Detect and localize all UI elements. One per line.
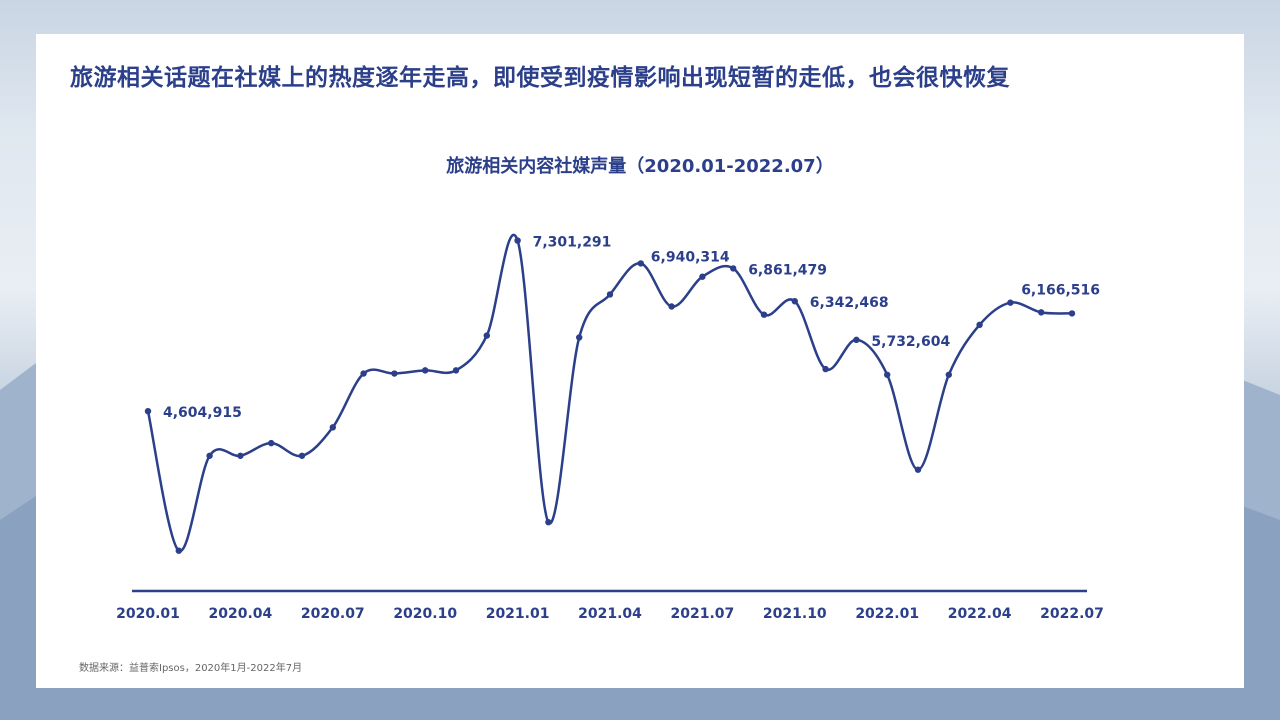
content-panel: 旅游相关话题在社媒上的热度逐年走高，即使受到疫情影响出现短暂的走低，也会很快恢复… (36, 34, 1244, 688)
x-tick-label: 2022.01 (855, 606, 919, 622)
data-point (884, 371, 891, 378)
data-point (945, 371, 952, 378)
data-point (237, 452, 244, 459)
x-tick-label: 2020.04 (209, 606, 273, 622)
data-point (1038, 309, 1045, 316)
data-point (175, 547, 182, 554)
data-point (1068, 310, 1076, 317)
data-point (545, 519, 552, 526)
data-point (976, 321, 983, 329)
source-note: 数据来源：益普索Ipsos，2020年1月-2022年7月 (79, 663, 303, 674)
data-label: 7,301,291 (533, 235, 612, 251)
data-point (360, 370, 367, 377)
x-tick-labels: 2020.01 2020.04 2020.07 2020.10 2021.01 2021.… (116, 606, 1104, 622)
line-chart: 2020.01 2020.04 2020.07 2020.10 2021.01 2021.… (116, 233, 1104, 622)
data-point (760, 311, 768, 318)
data-point (576, 334, 583, 341)
data-point (268, 439, 275, 447)
data-label: 6,166,516 (1021, 282, 1100, 298)
x-tick-label: 2021.01 (486, 606, 550, 622)
data-point (206, 452, 213, 459)
data-point (144, 407, 152, 415)
data-point (329, 424, 336, 431)
chart-title: 旅游相关内容社媒声量（2020.01-2022.07） (446, 156, 834, 177)
data-point (791, 298, 798, 305)
x-tick-label: 2022.04 (948, 606, 1012, 622)
series-line (146, 233, 1074, 552)
data-point (730, 265, 737, 272)
x-tick-label: 2020.07 (301, 606, 365, 622)
data-point (822, 365, 829, 373)
x-tick-label: 2021.07 (671, 606, 735, 622)
data-point (298, 452, 306, 459)
data-label: 6,342,468 (810, 295, 889, 311)
data-point (853, 336, 860, 344)
data-labels: 4,604,915 7,301,291 6,940,314 6,861,479 6,34… (163, 235, 1100, 422)
data-point (1007, 299, 1014, 306)
headline: 旅游相关话题在社媒上的热度逐年走高，即使受到疫情影响出现短暂的走低，也会很快恢复 (70, 65, 1010, 91)
data-label: 5,732,604 (871, 334, 950, 350)
data-point (514, 237, 521, 244)
data-label: 6,940,314 (651, 249, 730, 265)
x-tick-label: 2021.04 (578, 606, 642, 622)
data-label: 4,604,915 (163, 405, 242, 421)
data-point (699, 273, 706, 280)
x-tick-label: 2021.10 (763, 606, 827, 622)
data-point (606, 291, 614, 298)
data-points (144, 237, 1076, 554)
data-label: 6,861,479 (748, 262, 827, 278)
data-point (668, 303, 675, 310)
x-tick-label: 2020.10 (393, 606, 457, 622)
data-point (914, 466, 922, 473)
data-point (391, 370, 398, 377)
data-point (452, 367, 460, 374)
data-point (637, 260, 644, 267)
x-tick-label: 2022.07 (1040, 606, 1104, 622)
data-point (483, 332, 490, 339)
x-tick-label: 2020.01 (116, 606, 180, 622)
data-point (422, 367, 429, 374)
